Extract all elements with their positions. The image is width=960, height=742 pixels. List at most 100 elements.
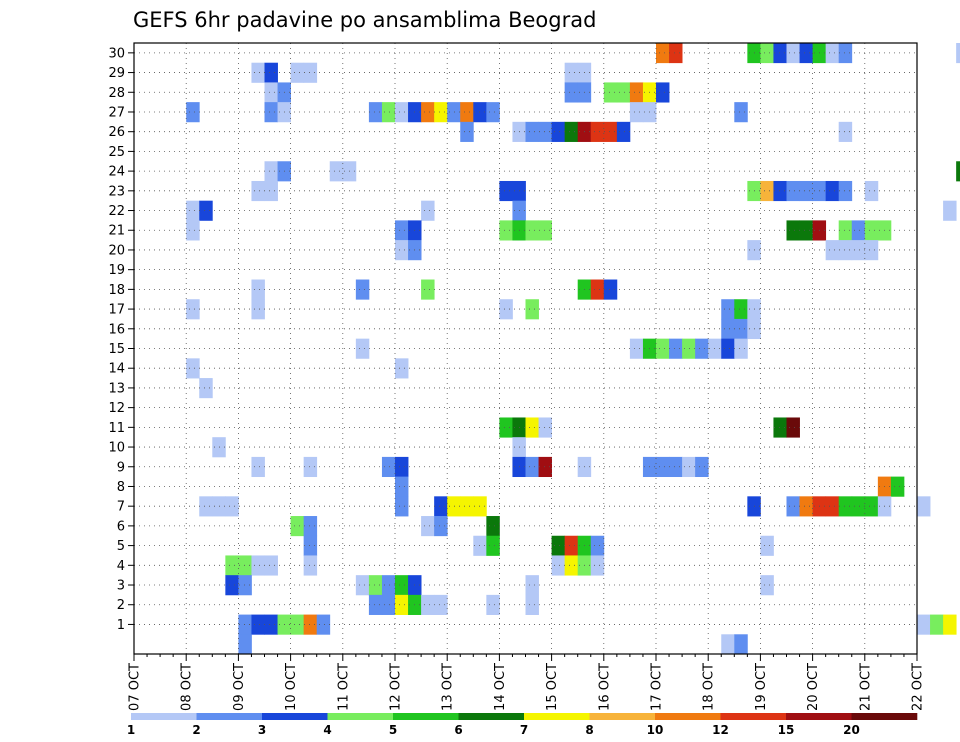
heatmap-cell [238,634,252,655]
heatmap-cell [943,614,957,635]
x-tick-label: 07 OCT [128,663,143,711]
heatmap-cell [669,338,683,359]
heatmap-cell [616,82,631,103]
heatmap-cell [603,121,618,142]
colorbar-label: 15 [778,723,795,737]
x-tick-label: 22 OCT [911,663,926,711]
y-tick-label: 13 [108,381,125,396]
heatmap-cell [917,496,931,517]
heatmap-cell [264,614,278,635]
heatmap-cell [421,594,435,615]
heatmap-cell [486,594,500,615]
heatmap-cell [734,299,748,320]
heatmap-cell [381,102,396,123]
heatmap-cell [682,338,696,359]
heatmap-cell [656,456,670,478]
heatmap-cell [421,102,435,123]
heatmap-cell [564,535,579,556]
y-tick-label: 19 [108,263,125,278]
y-tick-label: 2 [117,598,125,613]
heatmap-cell [551,535,566,556]
heatmap-cell [499,180,513,202]
heatmap-cell [930,614,944,635]
heatmap-cell [721,299,735,320]
heatmap-cell [421,516,435,537]
heatmap-cell [564,121,579,142]
heatmap-cell [264,82,278,103]
heatmap-cell [799,180,813,202]
heatmap-cell [656,82,670,103]
heatmap-cell [590,555,605,576]
y-tick-label: 5 [117,539,125,554]
heatmap-cell [368,594,383,615]
heatmap-cell [186,299,200,320]
heatmap-cell [303,456,318,478]
heatmap-cell [629,102,644,123]
y-tick-label: 15 [108,342,125,357]
heatmap-cell [251,299,265,320]
heatmap-cell [381,456,396,478]
heatmap-cell [290,614,305,635]
heatmap-cell [381,575,396,596]
heatmap-cell [199,496,213,517]
y-tick-label: 7 [117,500,125,515]
heatmap-cell [851,220,866,241]
heatmap-cell [251,62,265,83]
heatmap-cell [864,240,879,261]
heatmap-cell [499,417,513,438]
heatmap-cell [786,180,800,202]
colorbar-label: 4 [323,723,331,737]
y-tick-label: 12 [108,401,125,416]
heatmap-cell [525,417,539,438]
x-tick-label: 14 OCT [493,663,508,711]
heatmap-cell [264,555,278,576]
heatmap-cell [499,299,513,320]
colorbar-label: 8 [585,723,593,737]
heatmap-cell [851,496,866,517]
heatmap-cell [538,220,552,241]
heatmap-cell [264,62,278,83]
heatmap-cell [890,476,905,497]
y-tick-label: 1 [117,618,125,633]
heatmap-cell [525,220,539,241]
heatmap-cell [199,200,213,221]
heatmap-cell [838,180,853,202]
heatmap-cell [838,496,853,517]
heatmap-cell [590,535,605,556]
heatmap-cell [186,200,200,221]
heatmap-cell [421,200,435,221]
colorbar-swatch [327,713,394,720]
heatmap-cell [395,102,409,123]
heatmap-cell [473,496,487,517]
heatmap-cell [395,220,409,241]
y-tick-label: 18 [108,283,125,298]
heatmap-cell [460,121,474,142]
heatmap-cell [773,43,787,64]
axes-layer: 1234567891011121314151617181920212223242… [108,42,926,711]
colorbar-label: 7 [520,723,528,737]
heatmap-cell [434,594,448,615]
heatmap-cell [551,555,566,576]
heatmap-cell [603,279,618,300]
heatmap-cell [395,240,409,261]
heatmap-cell [186,102,200,123]
heatmap-cell [238,555,252,576]
y-tick-label: 28 [108,86,125,101]
heatmap-cell [460,496,474,517]
heatmap-cell [851,240,866,261]
x-tick-label: 11 OCT [336,663,351,711]
y-tick-label: 20 [108,243,125,258]
x-tick-label: 17 OCT [650,663,665,711]
heatmap-cell [760,575,774,596]
heatmap-cell [525,299,539,320]
heatmap-cell [760,180,774,202]
heatmap-cell [473,102,487,123]
heatmap-cell [355,338,370,359]
heatmap-cell [695,338,709,359]
heatmap-cell [864,180,879,202]
heatmap-cell [368,575,383,596]
colorbar-swatch [524,713,590,720]
heatmap-cell [538,121,552,142]
x-tick-label: 12 OCT [389,663,404,711]
heatmap-cell [825,180,840,202]
